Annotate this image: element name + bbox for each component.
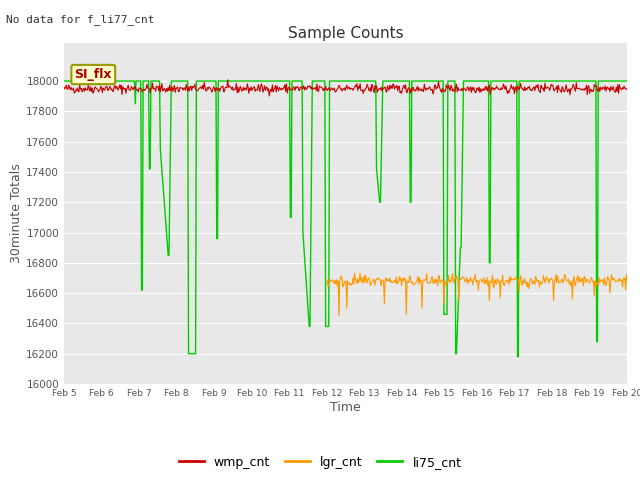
Text: SI_flx: SI_flx (74, 68, 112, 81)
X-axis label: Time: Time (330, 401, 361, 414)
Title: Sample Counts: Sample Counts (288, 25, 403, 41)
Text: No data for f_li77_cnt: No data for f_li77_cnt (6, 14, 155, 25)
Y-axis label: 30minute Totals: 30minute Totals (10, 164, 24, 264)
Legend: wmp_cnt, lgr_cnt, li75_cnt: wmp_cnt, lgr_cnt, li75_cnt (173, 451, 467, 474)
